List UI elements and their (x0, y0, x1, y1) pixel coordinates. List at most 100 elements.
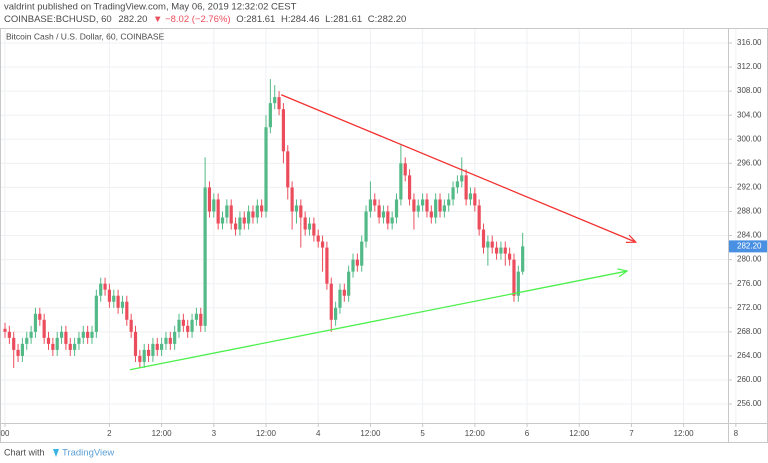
candle-body (177, 319, 181, 332)
y-tick-label: 312.00 (737, 62, 762, 71)
candle-body (368, 199, 373, 212)
x-tick-label: 6 (525, 429, 530, 438)
candle-body (316, 235, 320, 242)
candle-body (273, 97, 277, 104)
candle-body (277, 97, 281, 110)
y-tick-label: 316.00 (737, 38, 762, 47)
candle-body (25, 337, 29, 344)
candle-body (81, 331, 85, 338)
candle-body (164, 337, 168, 344)
candle-body (299, 205, 303, 218)
candle-body (355, 259, 359, 266)
candle-body (473, 193, 477, 206)
candle-body (403, 163, 407, 176)
candle-body (373, 199, 377, 206)
chart-title: Bitcoin Cash / U.S. Dollar, 60, COINBASE (6, 31, 165, 41)
trendline (129, 271, 627, 371)
y-tick-label: 304.00 (737, 110, 762, 119)
candle-body (407, 175, 412, 200)
y-tick-label: 296.00 (737, 158, 762, 167)
y-tick-label: 272.00 (737, 303, 762, 312)
candle-body (377, 205, 381, 218)
last-price-label: 282.20 (737, 241, 762, 250)
candle-body (334, 307, 338, 320)
x-tick-label: 12:00 (569, 429, 590, 438)
candle-body (38, 313, 42, 320)
candle-body (20, 343, 25, 356)
candle-body (7, 331, 11, 338)
candle-body (103, 283, 107, 290)
candle-body (260, 205, 264, 212)
y-tick-label: 280.00 (737, 255, 762, 264)
candle-body (146, 349, 151, 356)
candle-body (294, 205, 299, 212)
candle-body (129, 319, 133, 332)
candle-body (455, 181, 460, 188)
candle-body (120, 301, 125, 308)
candle-body (468, 193, 473, 200)
last-price-box (729, 240, 767, 253)
x-tick-label: 12:00 (674, 429, 695, 438)
candle-body (303, 217, 307, 230)
candle-body (94, 295, 98, 332)
candle-body (381, 211, 386, 218)
candle-body (173, 331, 177, 344)
candle-body (394, 199, 399, 218)
candle-body (503, 247, 507, 254)
candle-body (16, 349, 20, 356)
candle-body (233, 223, 238, 230)
candle-body (460, 175, 464, 182)
footer-prefix: Chart with (4, 447, 45, 457)
x-tick-label: 7 (629, 429, 634, 438)
candle-body (438, 199, 442, 212)
y-tick-label: 300.00 (737, 134, 762, 143)
candle-body (512, 259, 516, 296)
candle-body (55, 337, 59, 350)
x-tick-label: 12:00 (256, 429, 277, 438)
candle-body (212, 199, 216, 212)
candle-body (442, 205, 446, 212)
candle-body (451, 187, 455, 200)
candle-body (429, 211, 433, 218)
candle-body (203, 187, 207, 326)
x-tick-label: 3 (212, 429, 217, 438)
y-tick-label: 308.00 (737, 86, 762, 95)
candle-body (238, 217, 242, 230)
candle-body (64, 331, 68, 344)
low: L:281.61 (325, 14, 362, 25)
candle-body (412, 199, 416, 212)
candle-body (268, 103, 272, 128)
candle-body (416, 205, 420, 212)
candle-body (99, 283, 103, 296)
candle-body (190, 319, 194, 332)
y-tick-label: 292.00 (737, 183, 762, 192)
candle-body (116, 295, 120, 308)
candle-body (477, 205, 481, 230)
candle-body (281, 109, 286, 152)
candle-body (12, 337, 16, 350)
trendline (280, 94, 636, 242)
candle-body (133, 331, 138, 356)
candle-body (481, 229, 486, 248)
candle-body (220, 217, 225, 224)
x-tick-label: 12:00 (465, 429, 486, 438)
candle-body (68, 343, 72, 350)
candle-body (447, 199, 451, 206)
candle-body (290, 187, 294, 212)
y-tick-label: 256.00 (737, 399, 762, 408)
candle-body (325, 247, 329, 284)
candle-body (434, 199, 438, 218)
y-tick-label: 288.00 (737, 207, 762, 216)
candle-body (425, 199, 429, 212)
footer-brand[interactable]: TradingView (62, 448, 114, 459)
symbol: COINBASE:BCHUSD, 60 (4, 14, 112, 25)
candle-body (286, 151, 290, 188)
candle-body (181, 319, 185, 326)
price: 282.20 (118, 14, 147, 25)
candle-body (107, 289, 112, 302)
candle-body (29, 331, 33, 338)
candle-body (151, 343, 155, 356)
candle-body (251, 211, 255, 218)
publisher: valdrint published on TradingView.com, M… (4, 2, 297, 13)
y-tick-label: 276.00 (737, 279, 762, 288)
